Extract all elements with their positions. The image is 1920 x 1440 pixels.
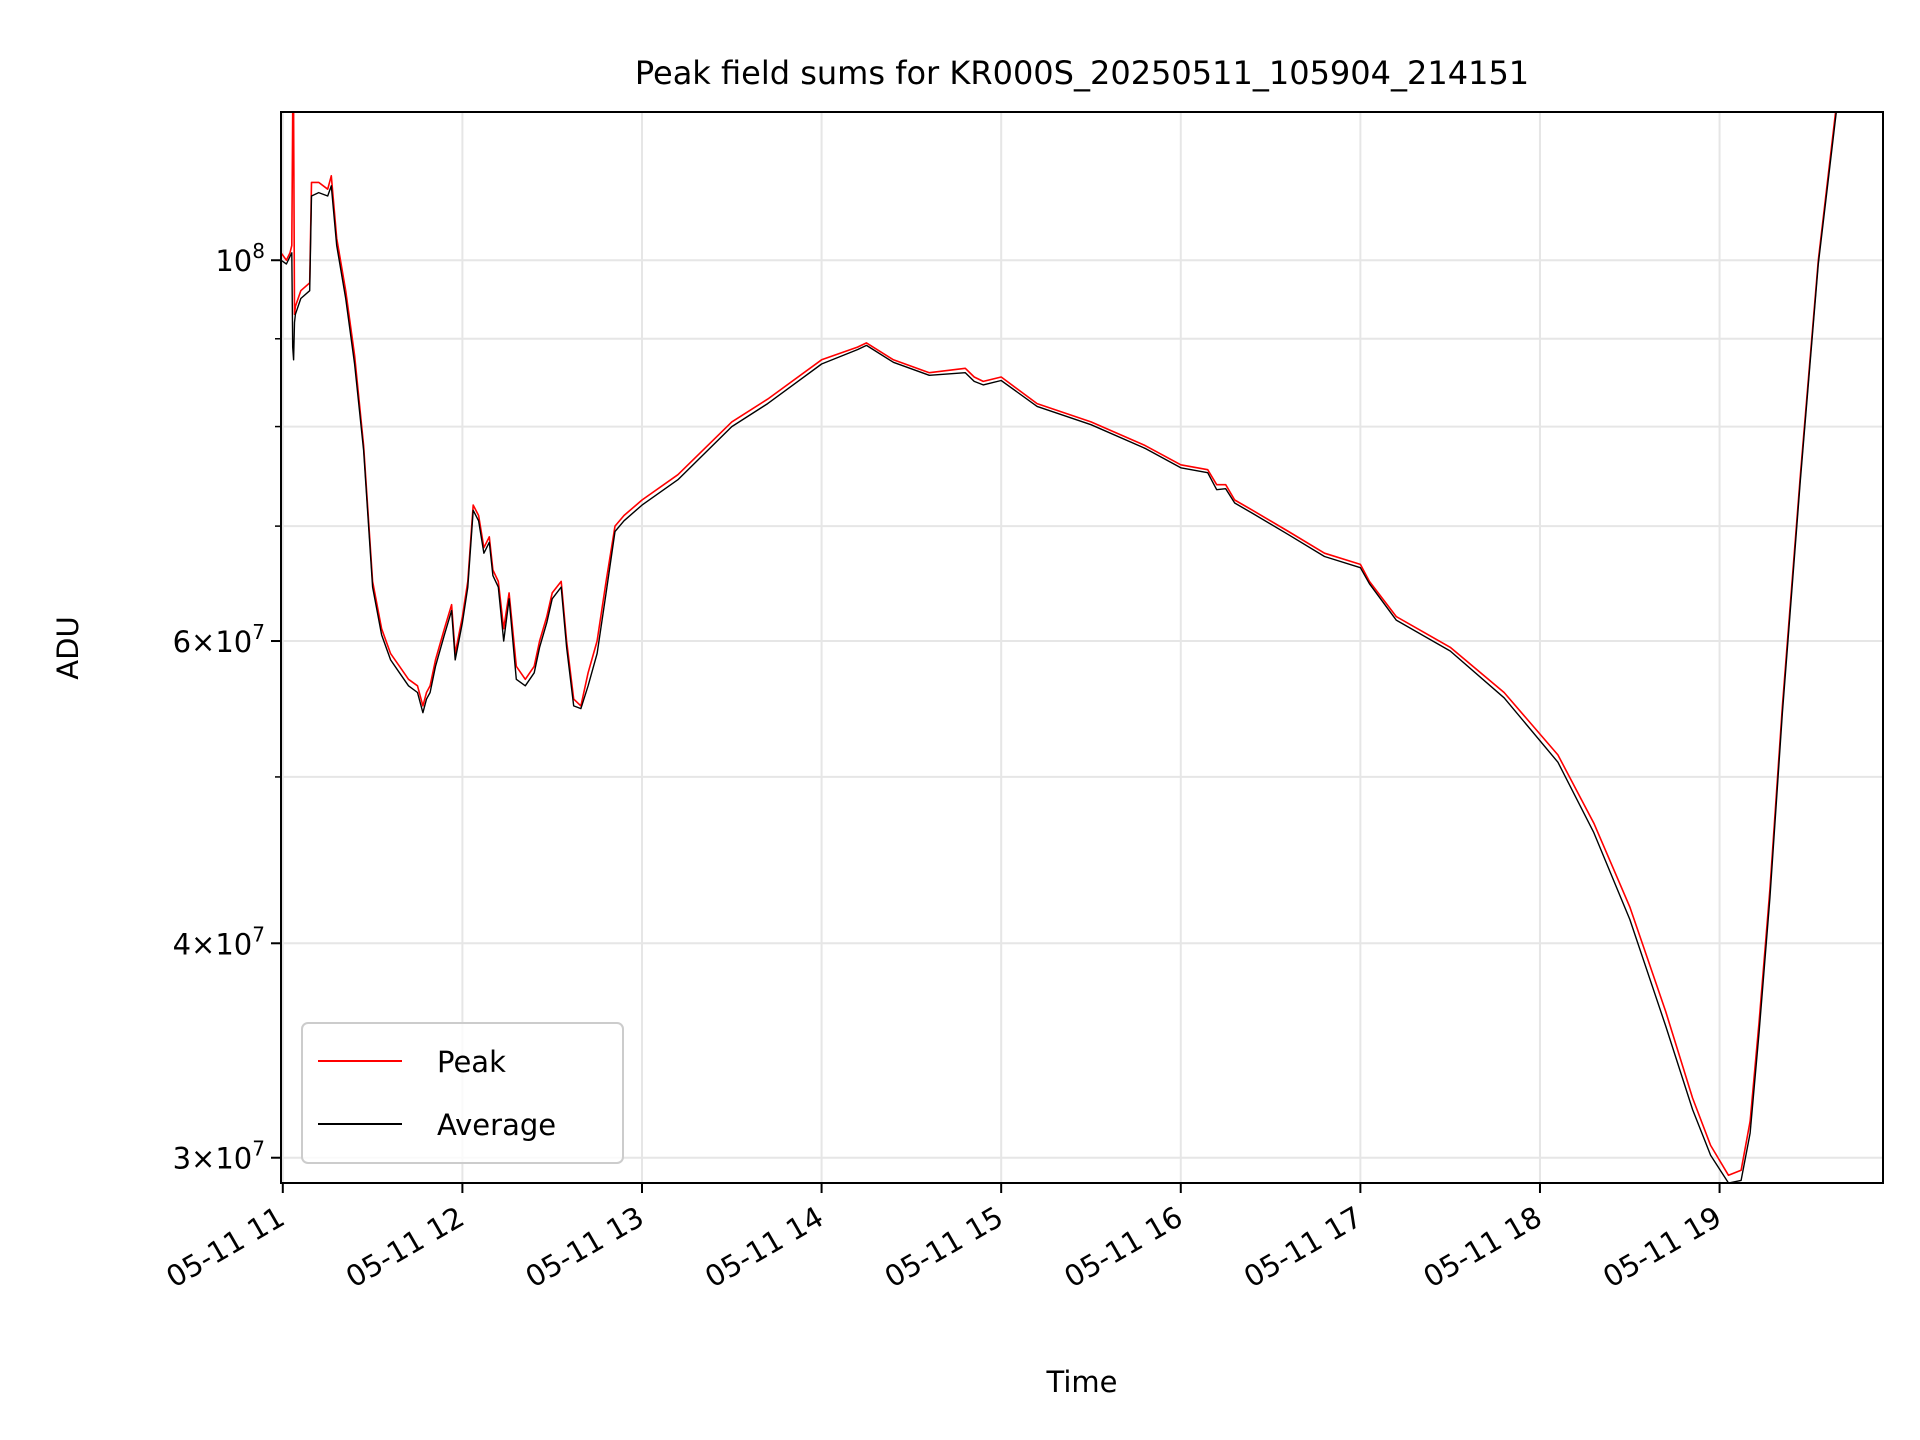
legend-label: Peak — [437, 1045, 506, 1079]
grid — [281, 112, 1883, 1183]
series-line-average — [281, 112, 1838, 1183]
y-axis-label: ADU — [51, 616, 85, 679]
x-axis-label: Time — [1046, 1365, 1118, 1399]
y-tick-label: 4×107 — [173, 922, 265, 961]
legend-label: Average — [437, 1108, 556, 1142]
series-layer — [281, 112, 1838, 1183]
y-tick-label: 3×107 — [173, 1137, 265, 1176]
chart-title: Peak field sums for KR000S_20250511_1059… — [635, 54, 1529, 92]
legend-box — [301, 1022, 624, 1164]
plot-frame — [280, 111, 1884, 1184]
y-tick-label: 108 — [215, 239, 265, 278]
legend: Peak Average — [301, 1022, 624, 1164]
y-axis: 3×107 4×107 6×107 108 — [173, 239, 281, 1176]
y-tick-label: 6×107 — [173, 620, 265, 659]
